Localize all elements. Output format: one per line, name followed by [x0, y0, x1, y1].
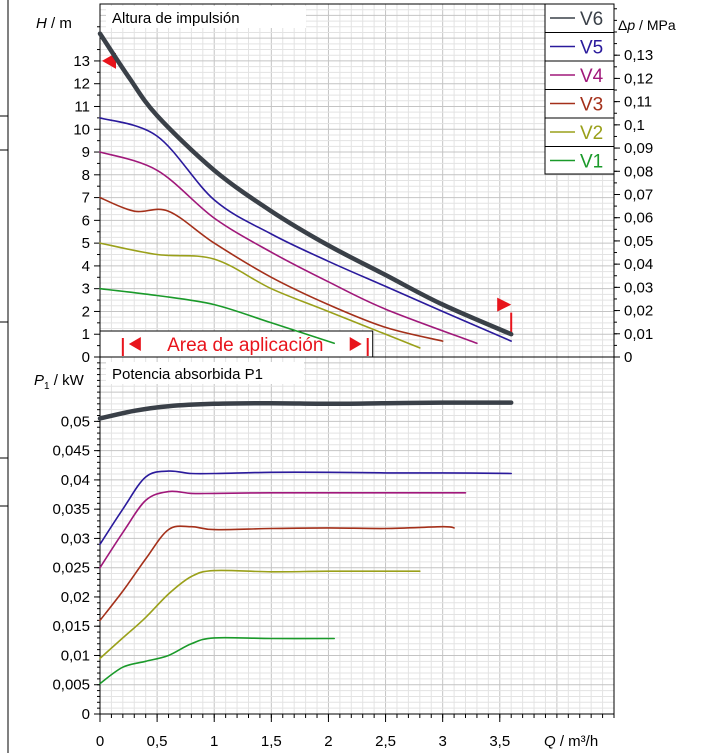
- legend-label-v5: V5: [580, 38, 603, 59]
- y2-axis-label: Δp / MPa: [618, 17, 676, 33]
- y-tick-label: 5: [82, 235, 90, 252]
- power-curve-v4: [99, 490, 467, 569]
- legend: V6 V5 V4 V3 V2 V1: [544, 3, 615, 175]
- y-tick-label: 12: [73, 76, 90, 93]
- legend-label-v2: V2: [580, 123, 603, 144]
- y-tick-label: 13: [73, 53, 90, 70]
- y-tick-label: 1: [82, 326, 90, 343]
- y2-tick-label: 0,13: [624, 47, 653, 64]
- power-curve-v3: [99, 525, 455, 622]
- y2-tick-label: 0,1: [624, 117, 645, 134]
- y-tick-label: 0,05: [61, 413, 90, 430]
- y2-tick-label: 0,11: [624, 94, 652, 111]
- title-background: [106, 362, 304, 384]
- y-tick-label: 7: [82, 190, 90, 207]
- power-curve-v5: [99, 470, 512, 546]
- y2-tick-label: 0,06: [624, 210, 653, 227]
- y2-tick-label: 0,05: [624, 233, 653, 250]
- y-axis-label-unit: / m: [47, 15, 72, 32]
- head-curve-v2: [99, 242, 421, 349]
- y-axis-label-subscript: 1: [44, 381, 50, 392]
- title-background: [106, 6, 306, 28]
- legend-label-v1: V1: [580, 152, 603, 173]
- application-range-label: Area de aplicación: [167, 335, 323, 356]
- y-axis-label: H / m: [36, 15, 72, 32]
- head-curve-v6: [97, 31, 514, 337]
- y2-tick-label: 0,07: [624, 186, 653, 203]
- grid: [99, 3, 615, 715]
- max-head-marker: [102, 52, 116, 69]
- y-tick-label: 0,045: [52, 443, 90, 460]
- chart-title: Potencia absorbida P1: [112, 366, 263, 383]
- chart-title: Altura de impulsión: [112, 10, 240, 27]
- x-tick-label: 0: [96, 733, 104, 750]
- head-curve-v5: [99, 117, 512, 342]
- y-tick-label: 4: [82, 258, 90, 275]
- y-tick-label: 0,03: [61, 530, 90, 547]
- y2-axis-label-symbol: p: [626, 17, 635, 33]
- y-tick-label: 0,025: [52, 560, 90, 577]
- y2-tick-label: 0,08: [624, 163, 653, 180]
- y-tick-label: 10: [73, 121, 90, 138]
- head-curve-v3: [99, 196, 444, 342]
- legend-label-v3: V3: [580, 95, 603, 116]
- y-tick-label: 0,015: [52, 618, 90, 635]
- y-axis-label-symbol: P: [34, 372, 44, 389]
- y-tick-label: 3: [82, 281, 90, 298]
- y-tick-label: 2: [82, 303, 90, 320]
- y2-axis-label-prefix: Δ: [618, 17, 627, 33]
- y-tick-label: 8: [82, 167, 90, 184]
- power-curve-v1: [99, 636, 335, 685]
- y-tick-label: 0,005: [52, 677, 90, 694]
- x-tick-label: 3: [438, 733, 446, 750]
- x-axis-label: Q / m³/h: [544, 733, 598, 750]
- y2-tick-label: 0,02: [624, 303, 653, 320]
- head-curve-v1: [99, 287, 335, 345]
- x-tick-label: 3,5: [489, 733, 510, 750]
- x-tick-label: 1,5: [261, 733, 282, 750]
- y2-axis-label-unit: / MPa: [635, 17, 676, 33]
- y-tick-label: 0,01: [61, 647, 90, 664]
- application-range-right-arrow: [349, 337, 362, 351]
- y2-tick-label: 0,12: [624, 70, 653, 87]
- y-tick-label: 0: [82, 706, 90, 723]
- power-curve-v6: [97, 400, 514, 421]
- y2-tick-label: 0,09: [624, 140, 653, 157]
- y-tick-label: 9: [82, 144, 90, 161]
- y-axis-label-unit: / kW: [50, 372, 85, 389]
- application-range-left-arrow: [128, 337, 141, 351]
- legend-label-v4: V4: [580, 66, 604, 87]
- y-axis-label: P1 / kW: [34, 372, 85, 392]
- x-tick-label: 0,5: [147, 733, 168, 750]
- legend-label-v6: V6: [580, 9, 603, 30]
- y-tick-label: 0,035: [52, 501, 90, 518]
- max-flow-marker: [497, 297, 512, 312]
- head-curve-v4: [99, 151, 478, 345]
- y-tick-label: 0,02: [61, 589, 90, 606]
- application-range-box: [99, 330, 374, 358]
- y-axis-label-symbol: H: [36, 15, 47, 32]
- x-tick-label: 1: [210, 733, 218, 750]
- x-axis-label-unit: / m³/h: [556, 733, 599, 750]
- x-tick-label: 2: [324, 733, 332, 750]
- y2-tick-label: 0,03: [624, 279, 653, 296]
- y2-tick-label: 0,04: [624, 256, 653, 273]
- power-curve-v2: [99, 569, 421, 660]
- y-tick-label: 6: [82, 212, 90, 229]
- plot-frame: [99, 3, 615, 715]
- y-tick-label: 0: [82, 349, 90, 366]
- y2-tick-label: 0: [624, 349, 632, 366]
- y-tick-label: 11: [74, 98, 90, 115]
- y2-tick-label: 0,01: [624, 326, 653, 343]
- x-tick-label: 2,5: [375, 733, 396, 750]
- y-tick-label: 0,04: [61, 472, 90, 489]
- x-axis-label-symbol: Q: [544, 733, 556, 750]
